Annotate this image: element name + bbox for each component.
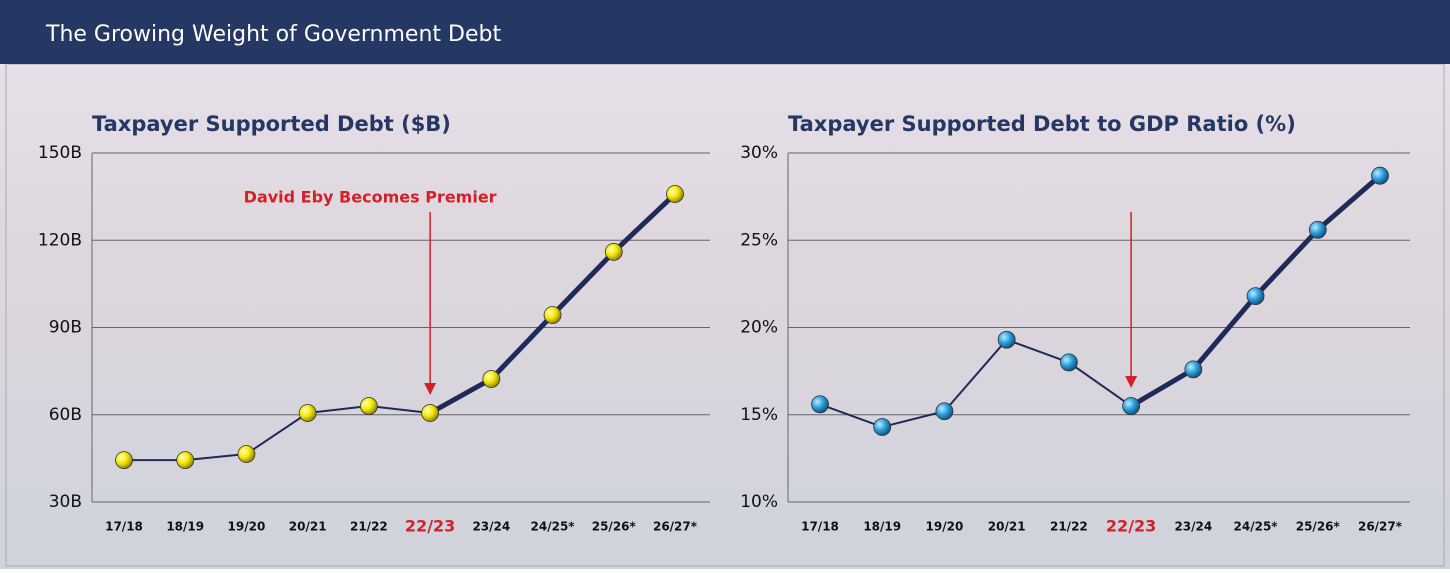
marker: [936, 403, 953, 420]
marker: [1372, 167, 1389, 184]
x-tick-label: 17/18: [801, 520, 839, 534]
marker: [1309, 221, 1326, 238]
y-tick-label: 150B: [38, 143, 82, 163]
x-tick-label: 22/23: [1106, 517, 1156, 536]
chart-title: Taxpayer Supported Debt to GDP Ratio (%): [788, 112, 1296, 136]
marker: [483, 370, 500, 387]
x-tick-label: 23/24: [472, 520, 510, 534]
marker: [1247, 288, 1264, 305]
x-tick-label: 24/25*: [1234, 520, 1279, 534]
marker: [1123, 398, 1140, 415]
x-tick-label: 24/25*: [531, 520, 576, 534]
marker: [116, 452, 133, 469]
y-tick-label: 30%: [740, 143, 778, 163]
x-tick-label: 21/22: [350, 520, 388, 534]
marker: [360, 398, 377, 415]
annotation: David Eby Becomes Premier: [244, 188, 497, 207]
y-tick-label: 20%: [740, 318, 778, 338]
marker: [1185, 361, 1202, 378]
x-tick-label: 18/19: [166, 520, 204, 534]
y-tick-label: 30B: [49, 492, 82, 512]
x-tick-label: 17/18: [105, 520, 143, 534]
marker: [605, 243, 622, 260]
marker: [998, 331, 1015, 348]
marker: [544, 306, 561, 323]
y-tick-label: 120B: [38, 230, 82, 250]
page: The Growing Weight of Government Debt Ta…: [0, 0, 1450, 569]
x-tick-label: 23/24: [1174, 520, 1212, 534]
y-tick-label: 60B: [49, 405, 82, 425]
y-tick-label: 90B: [49, 318, 82, 338]
x-tick-label: 25/26*: [1296, 520, 1341, 534]
x-tick-label: 25/26*: [592, 520, 637, 534]
marker: [667, 186, 684, 203]
x-tick-label: 22/23: [405, 517, 455, 536]
marker: [299, 405, 316, 422]
marker: [874, 418, 891, 435]
header-title: The Growing Weight of Government Debt: [45, 22, 501, 47]
x-tick-label: 26/27*: [1358, 520, 1403, 534]
x-tick-label: 19/20: [228, 520, 266, 534]
x-tick-label: 19/20: [926, 520, 964, 534]
x-tick-label: 20/21: [289, 520, 327, 534]
background: [0, 0, 1450, 569]
x-tick-label: 20/21: [988, 520, 1026, 534]
chart: The Growing Weight of Government Debt Ta…: [0, 0, 1450, 569]
marker: [177, 452, 194, 469]
x-tick-label: 18/19: [863, 520, 901, 534]
marker: [238, 446, 255, 463]
y-tick-label: 25%: [740, 230, 778, 250]
x-tick-label: 26/27*: [653, 520, 698, 534]
marker: [1060, 354, 1077, 371]
marker: [812, 396, 829, 413]
marker: [422, 405, 439, 422]
y-tick-label: 10%: [740, 492, 778, 512]
chart-title: Taxpayer Supported Debt ($B): [92, 112, 451, 136]
y-tick-label: 15%: [740, 405, 778, 425]
x-tick-label: 21/22: [1050, 520, 1088, 534]
